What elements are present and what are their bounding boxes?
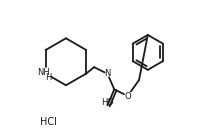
- Text: H: H: [45, 73, 51, 82]
- Text: H: H: [101, 98, 107, 107]
- Text: NH: NH: [37, 68, 50, 77]
- Text: N: N: [104, 69, 110, 78]
- Text: O: O: [106, 98, 113, 107]
- Text: O: O: [124, 92, 130, 101]
- Text: HCl: HCl: [40, 117, 57, 127]
